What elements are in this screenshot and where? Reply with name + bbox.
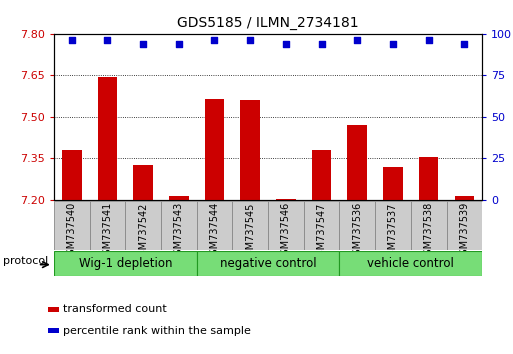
- Point: [246, 38, 254, 43]
- Text: GSM737536: GSM737536: [352, 202, 362, 262]
- Bar: [97, 76, 117, 200]
- Bar: [169, 196, 189, 200]
- Text: GSM737542: GSM737542: [138, 202, 148, 262]
- Bar: [62, 150, 82, 200]
- Bar: [161, 201, 196, 250]
- Bar: [196, 251, 340, 276]
- Bar: [48, 307, 59, 312]
- Point: [68, 38, 76, 43]
- Bar: [54, 201, 90, 250]
- Text: GSM737544: GSM737544: [209, 202, 220, 262]
- Text: GSM737538: GSM737538: [424, 202, 433, 262]
- Bar: [446, 201, 482, 250]
- Bar: [241, 100, 260, 200]
- Text: percentile rank within the sample: percentile rank within the sample: [63, 326, 251, 336]
- Bar: [196, 201, 232, 250]
- Point: [389, 41, 397, 46]
- Bar: [304, 201, 340, 250]
- Bar: [205, 99, 224, 200]
- Text: GSM737546: GSM737546: [281, 202, 291, 262]
- Point: [210, 38, 219, 43]
- Point: [103, 38, 111, 43]
- Point: [460, 41, 468, 46]
- Bar: [90, 201, 125, 250]
- Bar: [232, 201, 268, 250]
- Bar: [383, 167, 403, 200]
- Text: vehicle control: vehicle control: [367, 257, 455, 270]
- Point: [175, 41, 183, 46]
- Text: GSM737541: GSM737541: [103, 202, 112, 262]
- Text: Wig-1 depletion: Wig-1 depletion: [78, 257, 172, 270]
- Bar: [312, 150, 331, 200]
- Text: GSM737540: GSM737540: [67, 202, 77, 262]
- Text: GSM737547: GSM737547: [317, 202, 327, 262]
- Text: protocol: protocol: [3, 256, 48, 266]
- Text: GSM737539: GSM737539: [459, 202, 469, 262]
- Bar: [340, 201, 375, 250]
- Bar: [125, 201, 161, 250]
- Point: [282, 41, 290, 46]
- Bar: [268, 201, 304, 250]
- Bar: [347, 125, 367, 200]
- Bar: [375, 201, 411, 250]
- Point: [425, 38, 433, 43]
- Bar: [48, 328, 59, 333]
- Bar: [411, 201, 446, 250]
- Point: [318, 41, 326, 46]
- Text: GSM737537: GSM737537: [388, 202, 398, 262]
- Bar: [133, 165, 153, 200]
- Point: [139, 41, 147, 46]
- Point: [353, 38, 361, 43]
- Title: GDS5185 / ILMN_2734181: GDS5185 / ILMN_2734181: [177, 16, 359, 30]
- Bar: [276, 199, 295, 200]
- Text: GSM737543: GSM737543: [174, 202, 184, 262]
- Text: transformed count: transformed count: [63, 304, 167, 314]
- Text: negative control: negative control: [220, 257, 317, 270]
- Bar: [340, 251, 482, 276]
- Bar: [419, 157, 439, 200]
- Bar: [455, 196, 474, 200]
- Bar: [54, 251, 196, 276]
- Text: GSM737545: GSM737545: [245, 202, 255, 262]
